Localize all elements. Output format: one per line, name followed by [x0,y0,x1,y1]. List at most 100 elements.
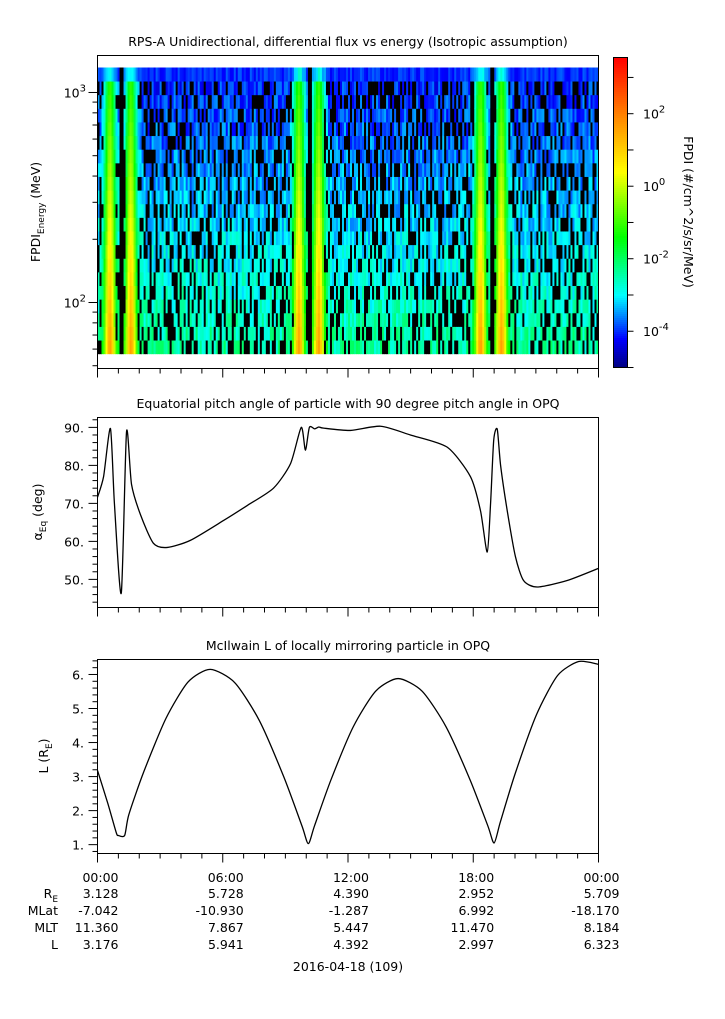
spectrogram-cell [462,285,465,300]
spectrogram-cell [265,122,269,137]
spectrogram-cell [444,162,447,177]
spectrogram-cell [546,176,549,191]
spectrogram-cell [406,149,409,164]
spectrogram-cell [394,340,397,355]
spectrogram-cell [329,312,333,327]
spectrogram-cell [532,203,535,218]
spectrogram-cell [127,271,130,287]
spectrogram-cell [364,135,367,150]
spectrogram-cell [327,326,331,341]
spectrogram-cell [207,231,211,246]
spectrogram-cell [237,217,241,232]
spectrogram-cell [163,231,167,246]
spectrogram-cell [504,108,507,123]
spectrogram-cell [456,217,459,232]
spectrogram-cell [524,94,527,109]
spectrogram-cell [528,244,531,259]
spectrogram-cell [303,135,307,150]
spectrogram-cell [390,176,393,191]
spectrogram-cell [203,203,207,218]
spectrogram-cell [450,258,453,273]
spectrogram-cell [163,326,167,341]
spectrogram-cell [528,94,531,109]
spectrogram-cell [458,231,461,246]
spectrogram-cell [329,326,333,341]
spectrogram-cell [378,81,381,96]
spectrogram-cell [552,326,555,341]
spectrogram-cell [550,244,553,259]
spectrogram-cell [277,244,281,259]
spectrogram-cell [251,299,255,314]
spectrogram-cell [283,190,287,205]
spectrogram-cell [510,340,513,355]
spectrogram-cell [552,135,555,150]
spectrogram-cell [460,176,463,191]
spectrogram-cell [311,162,315,177]
spectrogram-cell [436,190,439,205]
spectrogram-cell [113,149,116,164]
spectrogram-cell [303,122,307,137]
spectrogram-cell [440,217,443,232]
spectrogram-cell [502,326,505,341]
spectrogram-cell [424,244,427,259]
spectrogram-cell [103,340,106,355]
spectrogram-cell [368,244,371,259]
spectrogram-cell [155,258,159,273]
spectrogram-cell [219,203,223,218]
spectrogram-cell [568,108,571,123]
spectrogram-cell [506,67,509,82]
spectrogram-cell [378,67,381,82]
spectrogram-cell [151,122,155,137]
spectrogram-cell [410,176,413,191]
spectrogram-cell [189,67,193,82]
spectrogram-cell [436,135,439,150]
spectrogram-cell [275,149,279,164]
spectrogram-cell [560,94,563,109]
spectrogram-cell [450,94,453,109]
spectrogram-cell [438,231,441,246]
spectrogram-cell [307,162,311,177]
spectrogram-cell [333,190,337,205]
spectrogram-cell [408,149,411,164]
spectrogram-cell [131,135,134,150]
spectrogram-cell [271,81,275,96]
spectrogram-cell [378,258,381,273]
spectrogram-cell [293,149,297,164]
spectrogram-cell [315,326,319,341]
spectrogram-cell [313,217,317,232]
spectrogram-cell [105,299,108,314]
spectrogram-cell [185,203,189,218]
spectrogram-cell [542,108,545,123]
spectrogram-cell [492,149,495,164]
spectrogram-cell [335,135,339,150]
spectrogram-cell [257,285,261,300]
spectrogram-cell [103,94,106,109]
spectrogram-cell [241,67,245,82]
spectrogram-cell [245,94,249,109]
spectrogram-cell [233,340,237,355]
spectrogram-cell [171,271,175,287]
spectrogram-cell [191,231,195,246]
spectrogram-cell [510,203,513,218]
spectrogram-cell [414,299,417,314]
spectrogram-cell [414,271,417,287]
spectrogram-cell [564,258,567,273]
spectrogram-cell [165,231,169,246]
spectrogram-cell [484,108,487,123]
spectrogram-cell [396,231,399,246]
spectrogram-cell [273,285,277,300]
spectrogram-cell [548,203,551,218]
spectrogram-cell [528,231,531,246]
spectrogram-cell [153,271,157,287]
spectrogram-cell [269,94,273,109]
spectrogram-cell [414,340,417,355]
spectrogram-cell [187,340,191,355]
spectrogram-cell [101,81,104,96]
spectrogram-cell [173,122,177,137]
spectrogram-cell [209,203,213,218]
spectrogram-cell [476,135,479,150]
spectrogram-cell [109,285,112,300]
spectrogram-cell [337,244,341,259]
spectrogram-cell [231,312,235,327]
spectrogram-cell [480,299,483,314]
